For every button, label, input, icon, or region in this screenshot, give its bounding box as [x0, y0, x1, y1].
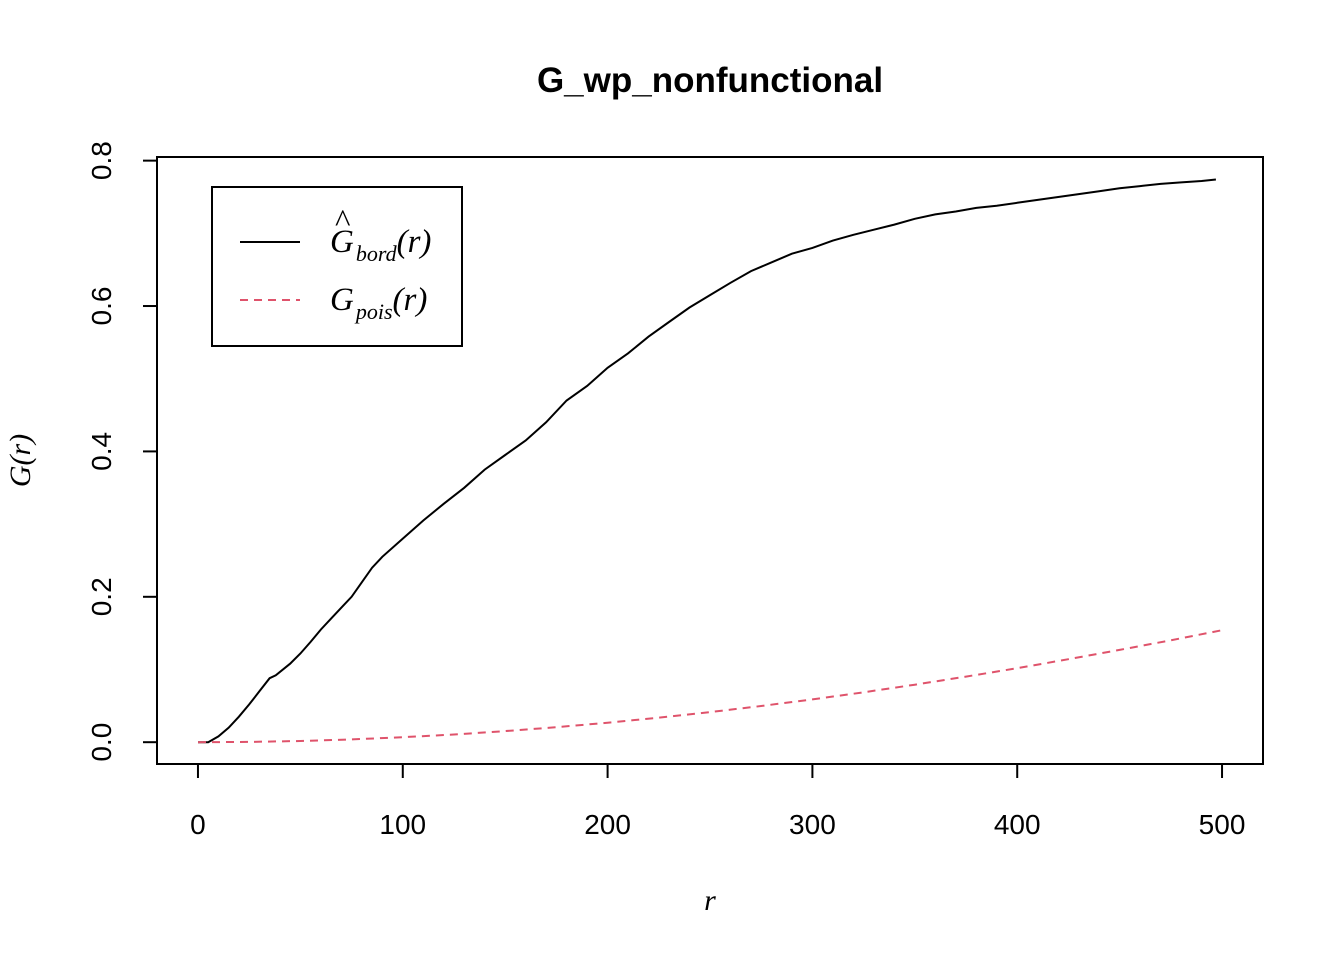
- legend-box: [211, 186, 463, 347]
- legend-subscript: pois: [354, 299, 393, 324]
- legend-argument: (r): [393, 282, 428, 318]
- legend-hat-accent: ^: [335, 204, 351, 240]
- legend-subscript: bord: [356, 241, 398, 266]
- x-axis-label: r: [704, 884, 716, 917]
- chart-title: G_wp_nonfunctional: [537, 61, 883, 100]
- y-tick-label: 0.2: [86, 577, 117, 616]
- y-tick-label: 0.4: [86, 432, 117, 471]
- x-tick-label: 100: [379, 809, 426, 840]
- series-line-pois: [197, 629, 1223, 744]
- legend-label-bord: Gbord(r): [330, 224, 431, 266]
- x-tick-label: 500: [1199, 809, 1246, 840]
- series-line-bord: [198, 178, 1217, 744]
- y-axis: 0.0 0.2 0.4 0.6 0.8: [86, 141, 158, 762]
- x-tick-label: 200: [584, 809, 631, 840]
- legend: Gbord(r)^Gpois(r): [211, 186, 463, 347]
- y-tick-label: 0.6: [86, 287, 117, 326]
- x-axis: 0 100 200 300 400 500: [190, 763, 1246, 840]
- y-tick-label: 0.0: [86, 723, 117, 762]
- legend-label-pois: Gpois(r): [330, 282, 427, 324]
- x-tick-label: 0: [190, 809, 206, 840]
- legend-symbol: G: [330, 282, 354, 318]
- x-tick-label: 300: [789, 809, 836, 840]
- y-axis-label: G(r): [4, 434, 37, 487]
- legend-argument: (r): [397, 224, 432, 260]
- legend-symbol: G: [330, 224, 354, 260]
- series-layer: [197, 178, 1223, 744]
- y-tick-label: 0.8: [86, 141, 117, 180]
- x-tick-label: 400: [994, 809, 1041, 840]
